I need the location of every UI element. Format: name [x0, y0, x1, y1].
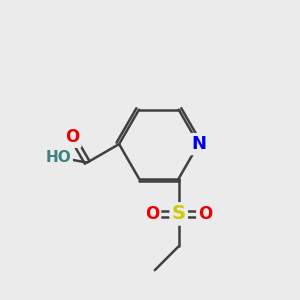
Text: O: O	[145, 205, 159, 223]
Text: S: S	[172, 204, 186, 224]
Text: O: O	[65, 128, 80, 146]
Text: O: O	[198, 205, 212, 223]
Text: N: N	[191, 135, 206, 153]
Text: HO: HO	[45, 150, 71, 165]
